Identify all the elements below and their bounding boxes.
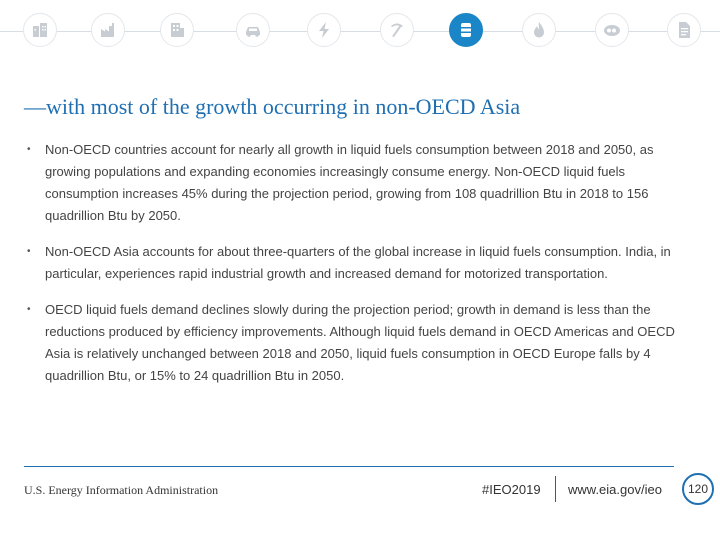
buildings-icon[interactable] [23, 13, 57, 47]
footer-url[interactable]: www.eia.gov/ieo [568, 482, 662, 497]
footer-rule [24, 466, 674, 467]
page-number: 120 [682, 473, 714, 505]
bullet-text: Non-OECD countries account for nearly al… [45, 142, 654, 223]
office-building-icon[interactable] [160, 13, 194, 47]
footer-org: U.S. Energy Information Administration [24, 483, 219, 497]
bullet-item: • Non-OECD countries account for nearly a… [24, 139, 700, 227]
bullet-item: • Non-OECD Asia accounts for about three-… [24, 241, 700, 285]
oil-barrel-icon[interactable] [449, 13, 483, 47]
bullet-text: Non-OECD Asia accounts for about three-q… [45, 244, 671, 281]
bullet-text: OECD liquid fuels demand declines slowly… [45, 302, 675, 383]
bullet-item: • OECD liquid fuels demand declines slowl… [24, 299, 700, 387]
factory-icon[interactable] [91, 13, 125, 47]
topic-nav-bar [0, 0, 720, 62]
bullet-list: • Non-OECD countries account for nearly a… [24, 139, 700, 387]
slide-title: —with most of the growth occurring in no… [24, 94, 521, 119]
document-icon[interactable] [667, 13, 701, 47]
footer-divider [555, 476, 556, 502]
bullet-marker: • [27, 304, 31, 315]
car-icon[interactable] [236, 13, 270, 47]
bullet-marker: • [27, 144, 31, 155]
pickaxe-icon[interactable] [380, 13, 414, 47]
co2-icon[interactable] [595, 13, 629, 47]
footer-hashtag: #IEO2019 [482, 482, 541, 497]
bullet-marker: • [27, 246, 31, 257]
nav-rule [0, 31, 720, 32]
lightning-icon[interactable] [307, 13, 341, 47]
flame-icon[interactable] [522, 13, 556, 47]
